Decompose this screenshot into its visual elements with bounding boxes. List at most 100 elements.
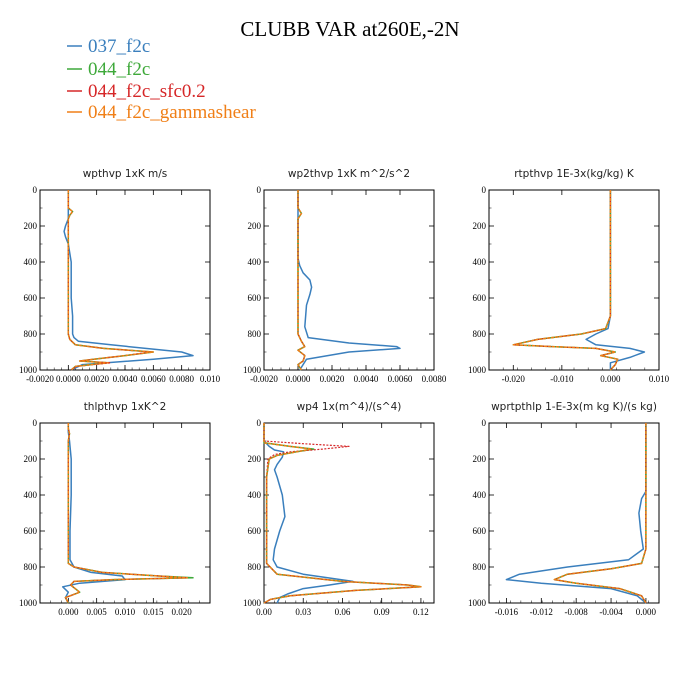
y-tick-label: 400 <box>248 257 262 267</box>
series-line-2 <box>64 423 194 604</box>
x-tick-label: -0.008 <box>565 607 589 617</box>
series-line-1 <box>263 423 354 604</box>
series-line-3 <box>553 423 647 604</box>
y-tick-label: 800 <box>473 562 487 572</box>
y-tick-label: 400 <box>24 490 38 500</box>
y-tick-label: 800 <box>24 329 38 339</box>
y-tick-label: 0 <box>257 185 262 195</box>
x-tick-label: 0.0040 <box>113 374 138 384</box>
series-line-4 <box>297 190 306 371</box>
panel-title: rtpthvp 1E-3x(kg/kg) K <box>514 168 635 180</box>
legend: 037_f2c 044_f2c 044_f2c_sfc0.2 044_f2c_g… <box>67 36 256 123</box>
x-tick-label: 0.03 <box>295 607 311 617</box>
y-tick-label: 1000 <box>19 598 38 608</box>
y-tick-label: 600 <box>24 526 38 536</box>
y-tick-label: 0 <box>257 418 262 428</box>
legend-entry-3: 044_f2c_sfc0.2 <box>67 81 206 102</box>
x-tick-label: 0.12 <box>413 607 429 617</box>
series-line-1 <box>297 190 401 371</box>
y-tick-label: 800 <box>248 329 262 339</box>
x-tick-label: -0.010 <box>550 374 574 384</box>
panel-5: wp4 1x(m^4)/(s^4) 0.00 0.03 0.06 0.09 0.12 0 20… <box>243 401 435 617</box>
y-tick-label: 200 <box>473 221 487 231</box>
y-tick-label: 0 <box>482 185 487 195</box>
y-tick-label: 1000 <box>468 598 487 608</box>
y-tick-label: 200 <box>248 221 262 231</box>
x-tick-label: 0.020 <box>172 607 193 617</box>
series-line-3 <box>67 190 152 371</box>
y-tick-label: 0 <box>33 185 38 195</box>
series-line-2 <box>512 190 619 371</box>
series-line-1 <box>585 190 646 370</box>
y-tick-label: 800 <box>248 562 262 572</box>
y-tick-label: 200 <box>473 454 487 464</box>
x-tick-label: 0.0060 <box>141 374 166 384</box>
legend-entry-1: 037_f2c <box>67 36 150 57</box>
y-tick-label: 1000 <box>243 365 262 375</box>
legend-label-3: 044_f2c_sfc0.2 <box>88 81 206 102</box>
series-line-1 <box>61 423 126 604</box>
series-line-2 <box>67 190 155 371</box>
legend-label-2: 044_f2c <box>88 59 150 80</box>
panel-3: rtpthvp 1E-3x(kg/kg) K -0.020 -0.010 0.000 0… <box>468 168 670 384</box>
y-tick-label: 400 <box>473 257 487 267</box>
y-tick-label: 800 <box>24 562 38 572</box>
x-tick-label: 0.0000 <box>286 374 311 384</box>
panel-6: wprtpthlp 1-E-3x(m kg K)/(s kg) -0.016 -0.… <box>468 401 660 617</box>
plot-frame <box>39 189 211 371</box>
y-tick-label: 600 <box>24 293 38 303</box>
series-line-4 <box>263 423 422 604</box>
y-tick-label: 200 <box>24 221 38 231</box>
y-tick-label: 800 <box>473 329 487 339</box>
series-line-4 <box>64 423 189 604</box>
panel-title: thlpthvp 1xK^2 <box>84 401 167 413</box>
plot-frame <box>39 422 211 604</box>
x-tick-label: 0.09 <box>374 607 390 617</box>
x-tick-label: -0.004 <box>599 607 623 617</box>
x-tick-label: -0.0020 <box>26 374 54 384</box>
x-tick-label: 0.0020 <box>320 374 345 384</box>
x-tick-label: 0.06 <box>335 607 351 617</box>
legend-entry-4: 044_f2c_gammashear <box>67 102 256 123</box>
panel-1: wpthvp 1xK m/s-0.0020 0.0000 0.0020 0.0040 0… <box>19 168 221 384</box>
x-tick-label: 0.0080 <box>422 374 447 384</box>
legend-label-4: 044_f2c_gammashear <box>88 102 256 123</box>
series-line-4 <box>67 190 155 371</box>
y-tick-label: 1000 <box>19 365 38 375</box>
x-tick-label: 0.005 <box>87 607 108 617</box>
x-tick-label: 0.010 <box>115 607 136 617</box>
y-tick-label: 400 <box>248 490 262 500</box>
panel-2: wp2thvp 1xK m^2/s^2 -0.0020 0.0000 0.0020 0.… <box>243 168 447 384</box>
series-line-1 <box>63 190 194 371</box>
panel-title: wp4 1x(m^4)/(s^4) <box>297 401 402 413</box>
series-line-4 <box>553 423 647 604</box>
x-tick-label: -0.020 <box>502 374 526 384</box>
series-line-3 <box>512 190 619 371</box>
legend-label-1: 037_f2c <box>88 36 150 57</box>
x-tick-label: -0.0020 <box>250 374 278 384</box>
panel-title: wprtpthlp 1-E-3x(m kg K)/(s kg) <box>491 401 657 413</box>
x-tick-label: 0.015 <box>143 607 164 617</box>
y-tick-label: 600 <box>473 526 487 536</box>
y-tick-label: 200 <box>248 454 262 464</box>
x-tick-label: 0.0000 <box>56 374 81 384</box>
y-tick-label: 600 <box>248 293 262 303</box>
y-tick-label: 200 <box>24 454 38 464</box>
series-line-4 <box>512 190 619 371</box>
figure-title: CLUBB VAR at260E,-2N <box>240 17 459 41</box>
legend-entry-2: 044_f2c <box>67 59 150 80</box>
x-tick-label: 0.0060 <box>388 374 413 384</box>
y-tick-label: 400 <box>473 490 487 500</box>
x-tick-label: 0.0020 <box>84 374 109 384</box>
y-tick-label: 1000 <box>468 365 487 375</box>
panel-4: thlpthvp 1xK^2 0.000 0.005 0.010 0.015 0.020 0… <box>19 401 211 617</box>
x-tick-label: 0.010 <box>200 374 221 384</box>
x-tick-label: 0.0080 <box>169 374 194 384</box>
series-line-1 <box>505 423 647 604</box>
x-tick-label: 0.00 <box>256 607 272 617</box>
panel-title: wp2thvp 1xK m^2/s^2 <box>288 168 410 180</box>
y-tick-label: 400 <box>24 257 38 267</box>
y-tick-label: 1000 <box>243 598 262 608</box>
x-tick-label: 0.010 <box>649 374 670 384</box>
